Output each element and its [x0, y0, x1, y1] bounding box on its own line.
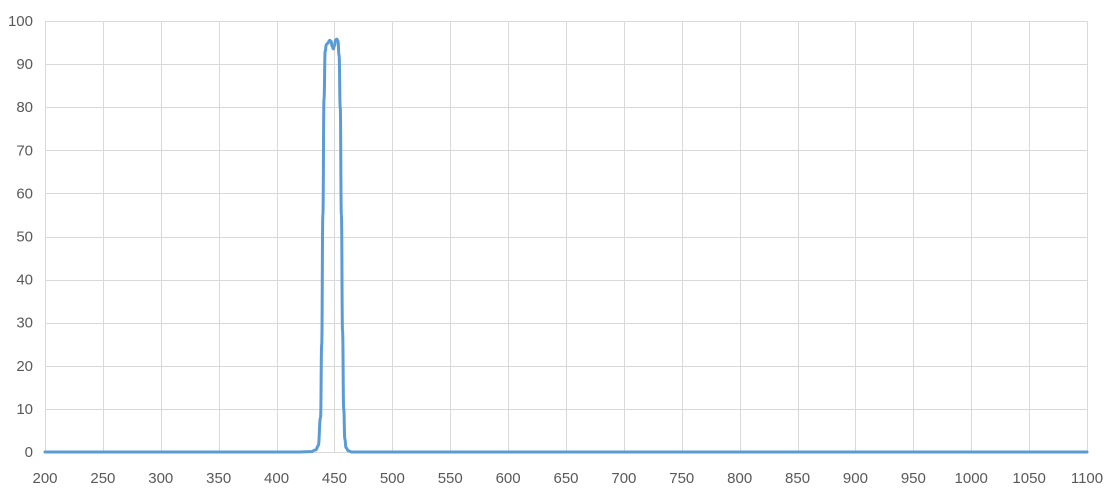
- y-tick-label-60: 60: [16, 185, 33, 202]
- x-tick-label-350: 350: [206, 470, 231, 487]
- y-tick-label-20: 20: [16, 358, 33, 375]
- x-tick-label-650: 650: [553, 470, 578, 487]
- x-tick-label-850: 850: [785, 470, 810, 487]
- x-tick-label-250: 250: [90, 470, 115, 487]
- series-line-1: [43, 37, 1089, 454]
- x-tick-label-300: 300: [148, 470, 173, 487]
- y-tick-label-100: 100: [8, 13, 33, 30]
- y-tick-label-40: 40: [16, 272, 33, 289]
- y-tick-label-70: 70: [16, 142, 33, 159]
- y-tick-labels: 0 10 20 30 40 50 60 70 80 90 100: [8, 13, 33, 461]
- x-tick-label-600: 600: [496, 470, 521, 487]
- x-tick-label-700: 700: [611, 470, 636, 487]
- series-layer: [43, 37, 1089, 454]
- x-tick-label-800: 800: [727, 470, 752, 487]
- x-tick-label-1100: 1100: [1071, 470, 1103, 487]
- y-tick-label-10: 10: [16, 401, 33, 418]
- y-tick-label-90: 90: [16, 56, 33, 73]
- y-tick-label-50: 50: [16, 229, 33, 246]
- x-tick-label-550: 550: [438, 470, 463, 487]
- grid: [45, 21, 1088, 452]
- y-tick-label-0: 0: [25, 444, 33, 461]
- x-tick-label-400: 400: [264, 470, 289, 487]
- y-tick-label-80: 80: [16, 99, 33, 116]
- x-tick-label-950: 950: [901, 470, 926, 487]
- x-tick-labels: 200 250 300 350 400 450 500 550 600 650 700 750 800 8…: [32, 470, 1103, 487]
- x-tick-label-200: 200: [32, 470, 57, 487]
- x-tick-label-500: 500: [380, 470, 405, 487]
- x-tick-label-1050: 1050: [1012, 470, 1045, 487]
- y-tick-label-30: 30: [16, 315, 33, 332]
- x-tick-label-450: 450: [322, 470, 347, 487]
- x-tick-label-750: 750: [669, 470, 694, 487]
- x-tick-label-1000: 1000: [955, 470, 988, 487]
- x-tick-label-900: 900: [843, 470, 868, 487]
